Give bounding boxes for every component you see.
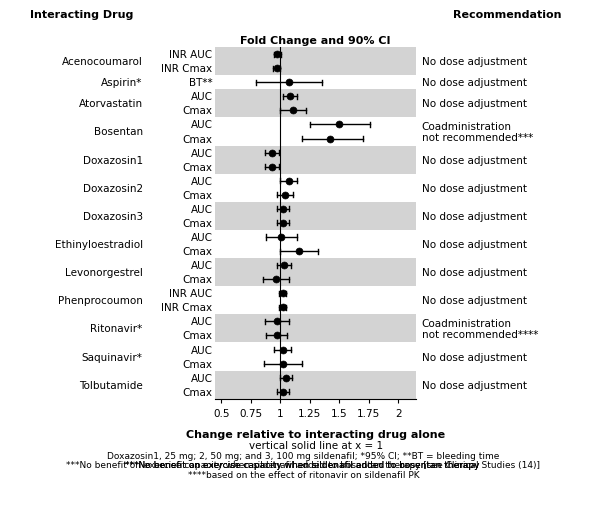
Text: AUC: AUC <box>191 176 212 186</box>
Text: AUC: AUC <box>191 148 212 158</box>
Text: AUC: AUC <box>191 261 212 271</box>
Text: Cmax: Cmax <box>183 106 212 116</box>
Text: INR Cmax: INR Cmax <box>161 302 212 313</box>
Text: Cmax: Cmax <box>183 134 212 144</box>
Bar <box>215 273 416 287</box>
Text: No dose adjustment: No dose adjustment <box>422 380 527 390</box>
Text: Atorvastatin: Atorvastatin <box>78 99 143 109</box>
Text: Doxazosin2: Doxazosin2 <box>83 183 143 193</box>
Text: INR Cmax: INR Cmax <box>161 64 212 74</box>
Text: INR AUC: INR AUC <box>169 289 212 298</box>
Text: No dose adjustment: No dose adjustment <box>422 212 527 221</box>
Text: Coadministration
not recommended***: Coadministration not recommended*** <box>422 121 533 143</box>
Bar <box>215 104 416 118</box>
Text: No dose adjustment: No dose adjustment <box>422 57 527 67</box>
Bar <box>215 48 416 62</box>
Text: Cmax: Cmax <box>183 190 212 200</box>
Text: No dose adjustment: No dose adjustment <box>422 99 527 109</box>
Text: ***No benefit on exercise capacity when sildenafil added to bosentan therapy: ***No benefit on exercise capacity when … <box>125 461 482 470</box>
Text: Fold Change and 90% CI: Fold Change and 90% CI <box>240 35 391 45</box>
Text: Doxazosin3: Doxazosin3 <box>83 212 143 221</box>
Bar <box>215 371 416 385</box>
Text: Cmax: Cmax <box>183 387 212 397</box>
Text: Phenprocoumon: Phenprocoumon <box>58 296 143 306</box>
Text: ***No benefit on exercise capacity when sildenafil added to bosentan therapy [se: ***No benefit on exercise capacity when … <box>67 461 540 470</box>
Text: Interacting Drug: Interacting Drug <box>30 10 134 20</box>
Text: Cmax: Cmax <box>183 359 212 369</box>
Text: No dose adjustment: No dose adjustment <box>422 296 527 306</box>
Text: AUC: AUC <box>191 205 212 215</box>
Bar <box>215 217 416 230</box>
Bar <box>215 160 416 174</box>
Text: No dose adjustment: No dose adjustment <box>422 78 527 88</box>
Text: AUC: AUC <box>191 120 212 130</box>
Text: AUC: AUC <box>191 373 212 383</box>
Text: Cmax: Cmax <box>183 275 212 285</box>
Text: Coadministration
not recommended****: Coadministration not recommended**** <box>422 318 538 339</box>
Text: No dose adjustment: No dose adjustment <box>422 268 527 278</box>
Bar <box>215 90 416 104</box>
Bar <box>215 385 416 399</box>
Text: vertical solid line at x = 1: vertical solid line at x = 1 <box>249 440 382 450</box>
Text: ***No benefit on exercise capacity when sildenafil added to bosentan therapy [se: ***No benefit on exercise capacity when … <box>67 461 540 470</box>
Bar <box>215 146 416 160</box>
Text: Change relative to interacting drug alone: Change relative to interacting drug alon… <box>186 429 445 439</box>
Text: Levonorgestrel: Levonorgestrel <box>65 268 143 278</box>
Text: ***No benefit on exercise capacity when sildenafil added to bosentan therapy: ***No benefit on exercise capacity when … <box>125 461 482 470</box>
Text: Doxazosin1, 25 mg; 2, 50 mg; and 3, 100 mg sildenafil; *95% CI; **BT = bleeding : Doxazosin1, 25 mg; 2, 50 mg; and 3, 100 … <box>107 451 500 460</box>
Bar <box>215 203 416 217</box>
Text: AUC: AUC <box>191 232 212 242</box>
Text: AUC: AUC <box>191 92 212 102</box>
Text: Aspirin*: Aspirin* <box>101 78 143 88</box>
Bar <box>215 259 416 273</box>
Text: Cmax: Cmax <box>183 331 212 341</box>
Text: AUC: AUC <box>191 345 212 355</box>
Text: Ethinyloestradiol: Ethinyloestradiol <box>55 239 143 249</box>
Text: No dose adjustment: No dose adjustment <box>422 239 527 249</box>
Text: Ritonavir*: Ritonavir* <box>90 324 143 334</box>
Text: Saquinavir*: Saquinavir* <box>82 352 143 362</box>
Text: No dose adjustment: No dose adjustment <box>422 183 527 193</box>
Text: Cmax: Cmax <box>183 219 212 228</box>
Text: No dose adjustment: No dose adjustment <box>422 352 527 362</box>
Text: AUC: AUC <box>191 317 212 327</box>
Text: Doxazosin1: Doxazosin1 <box>83 156 143 165</box>
Text: Bosentan: Bosentan <box>93 127 143 137</box>
Bar <box>215 62 416 76</box>
Text: Cmax: Cmax <box>183 162 212 172</box>
Text: Cmax: Cmax <box>183 246 212 257</box>
Text: No dose adjustment: No dose adjustment <box>422 156 527 165</box>
Text: ****based on the effect of ritonavir on sildenafil PK: ****based on the effect of ritonavir on … <box>188 470 419 479</box>
Text: BT**: BT** <box>189 78 212 88</box>
Text: Tolbutamide: Tolbutamide <box>79 380 143 390</box>
Text: INR AUC: INR AUC <box>169 50 212 60</box>
Bar <box>215 315 416 329</box>
Text: Acenocoumarol: Acenocoumarol <box>62 57 143 67</box>
Bar <box>215 329 416 343</box>
Text: Recommendation: Recommendation <box>453 10 561 20</box>
